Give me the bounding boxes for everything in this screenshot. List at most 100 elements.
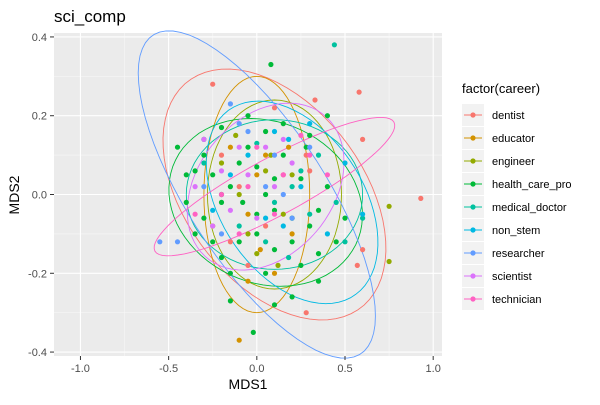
y-axis-title: MDS2: [6, 175, 22, 214]
point-medical_doctor: [298, 168, 304, 174]
point-engineer: [233, 132, 239, 138]
point-health_care_pro: [201, 215, 207, 221]
point-health_care_pro: [263, 270, 269, 276]
point-scientist: [236, 144, 242, 150]
point-health_care_pro: [183, 172, 189, 178]
point-medical_doctor: [333, 199, 339, 205]
point-medical_doctor: [236, 223, 242, 229]
point-health_care_pro: [201, 152, 207, 158]
point-medical_doctor: [263, 239, 269, 245]
x-tick-label: -0.5: [159, 363, 178, 375]
point-researcher: [174, 239, 181, 245]
point-technician: [218, 191, 225, 198]
point-educator: [227, 144, 233, 150]
point-non_stem: [227, 172, 233, 178]
point-engineer: [254, 251, 260, 257]
y-tick-label: 0.2: [32, 111, 47, 123]
point-scientist: [245, 172, 251, 178]
point-health_care_pro: [254, 231, 260, 237]
point-health_care_pro: [236, 239, 242, 245]
point-health_care_pro: [254, 164, 260, 170]
point-technician: [324, 172, 330, 178]
point-dentist: [227, 239, 233, 245]
point-health_care_pro: [315, 251, 322, 257]
y-tick-label: 0.0: [32, 190, 47, 202]
point-researcher: [307, 144, 313, 150]
point-engineer: [236, 191, 242, 198]
ellipse-scientist: [186, 102, 345, 271]
point-health_care_pro: [240, 199, 246, 205]
point-non_stem: [271, 128, 278, 135]
point-health_care_pro: [289, 294, 295, 300]
point-scientist: [201, 136, 207, 142]
point-health_care_pro: [307, 223, 313, 229]
point-health_care_pro: [245, 113, 251, 119]
point-technician: [271, 211, 278, 217]
point-health_care_pro: [271, 247, 278, 253]
chart-title: sci_comp: [54, 7, 126, 26]
point-dentist: [312, 97, 318, 103]
point-health_care_pro: [280, 121, 286, 127]
point-scientist: [210, 223, 216, 229]
point-medical_doctor: [289, 184, 295, 190]
point-scientist: [280, 136, 286, 142]
point-medical_doctor: [331, 42, 337, 48]
point-technician: [298, 132, 304, 138]
point-health_care_pro: [280, 152, 286, 158]
point-researcher: [201, 184, 207, 190]
point-non_stem: [307, 121, 313, 127]
point-health_care_pro: [210, 172, 216, 178]
point-health_care_pro: [218, 124, 225, 131]
point-health_care_pro: [236, 160, 242, 166]
point-health_care_pro: [218, 199, 225, 205]
point-engineer: [386, 203, 392, 209]
point-non_stem: [210, 207, 216, 213]
point-educator: [263, 152, 269, 158]
point-health_care_pro: [268, 61, 274, 68]
x-tick-label: 0.0: [249, 363, 264, 375]
point-health_care_pro: [218, 254, 225, 261]
y-tick-label: -0.4: [28, 347, 47, 359]
point-health_care_pro: [315, 207, 322, 213]
point-health_care_pro: [324, 113, 330, 119]
legend-label-medical_doctor: medical_doctor: [492, 202, 567, 214]
point-health_care_pro: [271, 207, 278, 213]
point-technician: [236, 231, 242, 237]
x-axis-title: MDS1: [229, 376, 268, 392]
y-axis-ticks: -0.4 -0.2 0.0 0.2 0.4: [28, 32, 54, 359]
legend-label-scientist: scientist: [492, 271, 532, 283]
point-health_care_pro: [227, 184, 233, 190]
point-dentist: [360, 247, 366, 253]
point-scientist: [289, 160, 295, 166]
point-engineer: [268, 152, 274, 158]
x-axis-ticks: -1.0 -0.5 0.0 0.5 1.0: [71, 356, 441, 375]
legend-label-non_stem: non_stem: [492, 225, 540, 237]
point-dentist: [245, 262, 251, 268]
point-health_care_pro: [192, 231, 198, 237]
point-medical_doctor: [307, 211, 313, 217]
point-health_care_pro: [183, 199, 189, 205]
point-health_care_pro: [298, 262, 304, 268]
point-health_care_pro: [307, 132, 313, 138]
ellipse-dentist: [162, 68, 387, 321]
point-researcher: [289, 215, 295, 221]
point-health_care_pro: [174, 144, 181, 150]
point-health_care_pro: [315, 278, 322, 284]
point-health_care_pro: [192, 168, 198, 174]
point-health_care_pro: [263, 128, 269, 135]
point-engineer: [245, 231, 251, 237]
point-non_stem: [360, 211, 366, 217]
ellipse-health_care_pro: [168, 118, 363, 287]
point-engineer: [263, 168, 269, 174]
point-non_stem: [263, 215, 269, 221]
point-researcher: [218, 231, 225, 237]
point-non_stem: [298, 184, 304, 190]
point-health_care_pro: [271, 176, 278, 182]
point-health_care_pro: [227, 298, 233, 304]
point-technician: [307, 152, 313, 158]
point-health_care_pro: [271, 302, 278, 308]
point-medical_doctor: [254, 140, 260, 146]
point-health_care_pro: [210, 239, 216, 245]
point-educator: [289, 231, 295, 237]
ellipse-medical_doctor: [185, 119, 364, 270]
